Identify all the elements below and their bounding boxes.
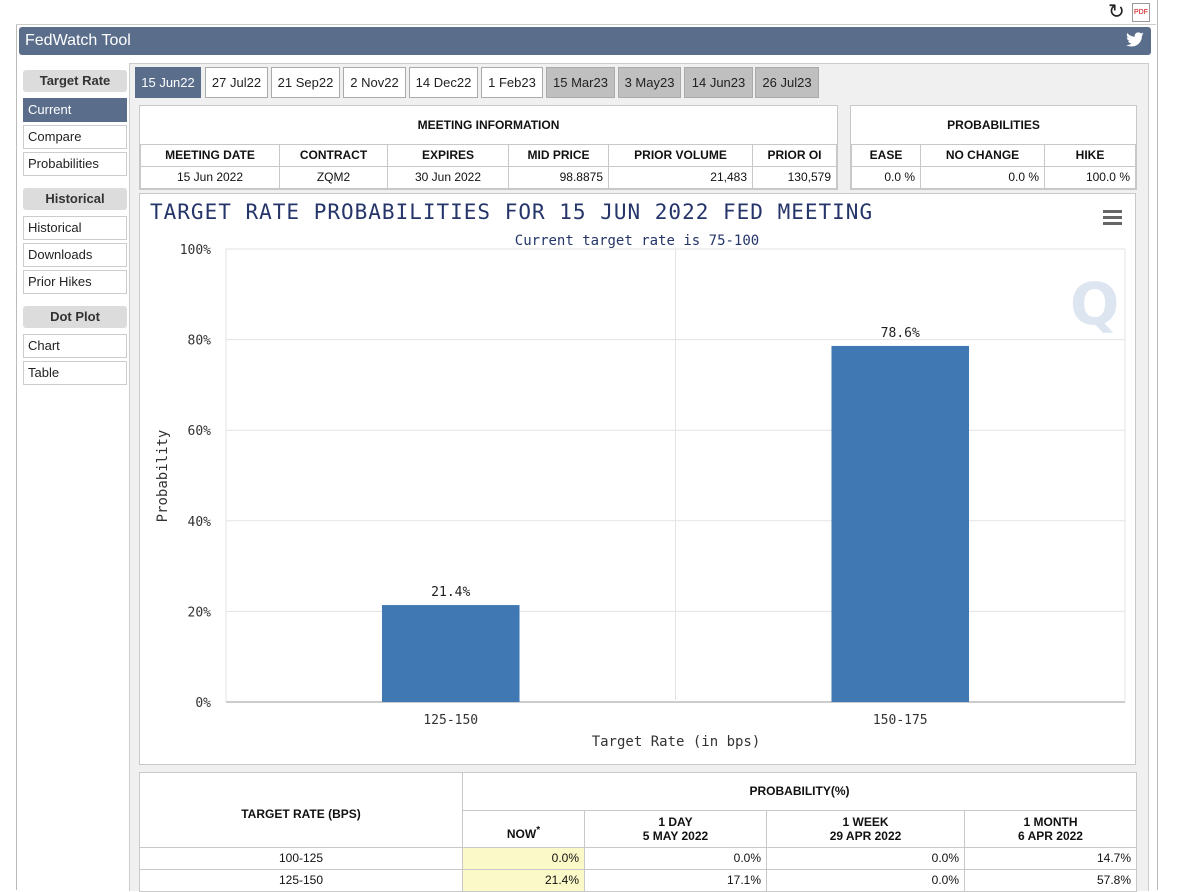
probability-history-table: TARGET RATE (BPS) PROBABILITY(%) NOW* 1 … [139, 772, 1137, 892]
probabilities-title: PROBABILITIES [851, 106, 1136, 145]
x-axis-label: Target Rate (in bps) [592, 734, 761, 750]
col-expires: EXPIRES [387, 143, 509, 167]
meeting-info-title: MEETING INFORMATION [140, 106, 837, 145]
y-tick-label: 40% [188, 515, 212, 530]
sidebar-header-historical: Historical [23, 188, 127, 210]
probabilities-table: PROBABILITIES EASE NO CHANGE HIKE 0.0 % … [850, 105, 1137, 190]
x-tick-label: 150-175 [873, 713, 928, 728]
now-cell: 0.0% [462, 846, 585, 870]
sidebar-item-current[interactable]: Current [23, 98, 127, 122]
value-expires: 30 Jun 2022 [387, 165, 509, 189]
sidebar-item-downloads[interactable]: Downloads [23, 243, 127, 267]
y-tick-label: 80% [188, 334, 212, 349]
svg-text:Q: Q [1070, 270, 1119, 338]
chart-title: TARGET RATE PROBABILITIES FOR 15 JUN 202… [150, 200, 873, 224]
twitter-icon[interactable] [1125, 32, 1145, 48]
col-prior-oi: PRIOR OI [752, 143, 837, 167]
sidebar-item-probabilities[interactable]: Probabilities [23, 152, 127, 176]
sidebar-item-chart[interactable]: Chart [23, 334, 127, 358]
probability-group-header: PROBABILITY(%) [462, 773, 1136, 811]
sidebar-item-compare[interactable]: Compare [23, 125, 127, 149]
col-now-label: NOW [506, 827, 537, 841]
chart-subtitle: Current target rate is 75-100 [515, 233, 759, 249]
sidebar: Target Rate Current Compare Probabilitie… [23, 70, 127, 385]
col-1-month-line2: 6 APR 2022 [1018, 828, 1083, 843]
col-target-rate-bps: TARGET RATE (BPS) [140, 773, 463, 848]
tab-14-jun23[interactable]: 14 Jun23 [684, 67, 753, 98]
tab-21-sep22[interactable]: 21 Sep22 [271, 67, 340, 98]
tab-14-dec22[interactable]: 14 Dec22 [409, 67, 478, 98]
tab-15-jun22[interactable]: 15 Jun22 [135, 67, 201, 98]
tab-26-jul23[interactable]: 26 Jul23 [755, 67, 819, 98]
value-meeting-date: 15 Jun 2022 [140, 165, 280, 189]
meeting-info-table: MEETING INFORMATION MEETING DATE CONTRAC… [139, 105, 838, 190]
rate-cell: 125-150 [140, 868, 463, 891]
tab-1-feb23[interactable]: 1 Feb23 [481, 67, 543, 98]
sidebar-item-historical[interactable]: Historical [23, 216, 127, 240]
col-1-month-line1: 1 MONTH [1023, 814, 1078, 829]
value-contract: ZQM2 [279, 165, 388, 189]
col-1-day: 1 DAY 5 MAY 2022 [584, 809, 767, 848]
pdf-icon[interactable]: PDF [1132, 3, 1150, 22]
chart-menu-icon[interactable] [1103, 210, 1122, 228]
week-cell: 0.0% [766, 846, 965, 870]
table-row: 125-150 21.4% 17.1% 0.0% 57.8% [140, 868, 1136, 891]
tab-15-mar23[interactable]: 15 Mar23 [546, 67, 615, 98]
value-prior-volume: 21,483 [608, 165, 753, 189]
day-cell: 0.0% [584, 846, 767, 870]
month-cell: 14.7% [964, 846, 1136, 870]
value-mid-price: 98.8875 [508, 165, 609, 189]
chart-container: Q TARGET RATE PROBABILITIES FOR 15 JUN 2… [139, 193, 1136, 765]
quikstrike-logo: Q [1070, 270, 1119, 338]
x-tick-label: 125-150 [423, 713, 478, 728]
top-toolbar [16, 0, 1156, 25]
bar-125-150[interactable] [381, 605, 520, 702]
day-cell: 17.1% [584, 868, 767, 891]
value-no-change: 0.0 % [920, 165, 1045, 189]
now-cell: 21.4% [462, 868, 585, 891]
week-cell: 0.0% [766, 868, 965, 891]
rate-cell: 100-125 [140, 846, 463, 870]
refresh-icon[interactable]: ↻ [1108, 1, 1125, 23]
col-1-month: 1 MONTH 6 APR 2022 [964, 809, 1136, 848]
y-tick-label: 100% [180, 243, 211, 258]
col-contract: CONTRACT [279, 143, 388, 167]
bar-150-175[interactable] [831, 345, 970, 702]
tab-2-nov22[interactable]: 2 Nov22 [343, 67, 406, 98]
y-tick-label: 60% [188, 424, 212, 439]
title-bar: FedWatch Tool [19, 27, 1151, 55]
col-hike: HIKE [1044, 143, 1136, 167]
sidebar-item-table[interactable]: Table [23, 361, 127, 385]
y-tick-label: 20% [188, 605, 212, 620]
y-axis-label: Probability [155, 430, 171, 523]
col-1-week: 1 WEEK 29 APR 2022 [766, 809, 965, 848]
col-ease: EASE [851, 143, 921, 167]
col-no-change: NO CHANGE [920, 143, 1045, 167]
col-now-mark: * [536, 825, 541, 836]
sidebar-header-dot-plot: Dot Plot [23, 306, 127, 328]
target-rate-chart: Q TARGET RATE PROBABILITIES FOR 15 JUN 2… [150, 200, 1126, 750]
col-prior-volume: PRIOR VOLUME [608, 143, 753, 167]
sidebar-header-target-rate: Target Rate [23, 70, 127, 92]
value-ease: 0.0 % [851, 165, 921, 189]
value-hike: 100.0 % [1044, 165, 1136, 189]
month-cell: 57.8% [964, 868, 1136, 891]
col-1-day-line2: 5 MAY 2022 [642, 828, 709, 843]
sidebar-item-prior-hikes[interactable]: Prior Hikes [23, 270, 127, 294]
col-now: NOW* [462, 809, 585, 848]
data-label: 78.6% [881, 326, 920, 341]
col-1-day-line1: 1 DAY [658, 814, 693, 829]
tab-27-jul22[interactable]: 27 Jul22 [205, 67, 268, 98]
app-title: FedWatch Tool [25, 32, 131, 49]
col-1-week-line2: 29 APR 2022 [829, 828, 902, 843]
y-tick-label: 0% [195, 696, 211, 711]
value-prior-oi: 130,579 [752, 165, 837, 189]
col-meeting-date: MEETING DATE [140, 143, 280, 167]
col-mid-price: MID PRICE [508, 143, 609, 167]
data-label: 21.4% [431, 585, 470, 600]
table-row: 100-125 0.0% 0.0% 0.0% 14.7% [140, 846, 1136, 870]
tab-3-may23[interactable]: 3 May23 [618, 67, 681, 98]
col-1-week-line1: 1 WEEK [842, 814, 889, 829]
